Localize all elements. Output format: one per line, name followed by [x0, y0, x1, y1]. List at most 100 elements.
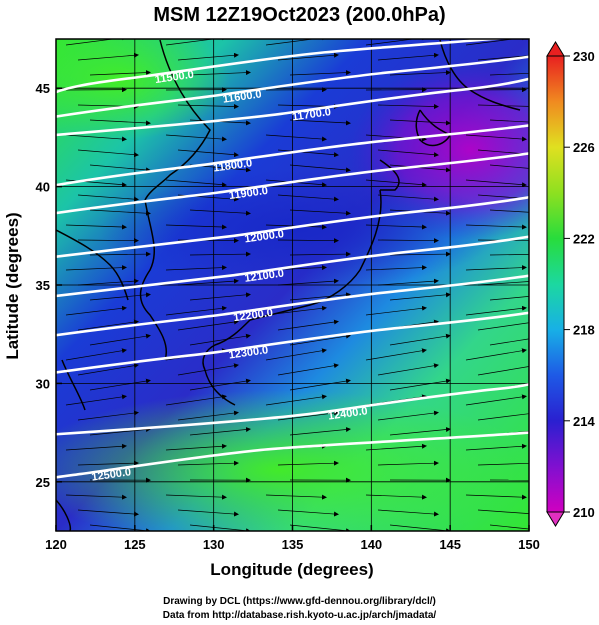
- wind-streamline: [177, 52, 239, 61]
- wind-streamline: [289, 333, 351, 346]
- height-contours: 11500.0 11600.0 11700.0 11800.0 11900.0 12000…: [56, 39, 529, 484]
- wind-streamline: [489, 119, 529, 123]
- x-axis-label: Longitude (degrees): [210, 560, 373, 579]
- wind-streamline: [465, 394, 527, 406]
- x-tick-label: 150: [518, 537, 540, 552]
- contour-label: 12500.0: [91, 466, 132, 483]
- wind-streamline: [177, 194, 239, 202]
- contour-label: 12400.0: [327, 405, 368, 422]
- colorbar-scale: [546, 55, 565, 513]
- wind-streamline: [289, 209, 351, 216]
- y-axis-ticks: 25 30 35 40 45: [36, 81, 62, 490]
- wind-streamline: [377, 149, 439, 158]
- wind-streamline: [177, 103, 239, 109]
- wind-streamline: [389, 427, 451, 436]
- wind-streamline: [89, 119, 151, 126]
- wind-streamline: [466, 540, 526, 548]
- x-axis-ticks: 120 125 130 135 140 145 150: [45, 525, 540, 552]
- wind-streamline: [77, 52, 139, 61]
- wind-streamline: [377, 509, 439, 517]
- wind-streamline: [277, 410, 339, 421]
- wind-streamline: [377, 52, 439, 61]
- wind-streamline: [77, 238, 139, 244]
- contour-line: [56, 382, 529, 436]
- wind-streamline: [77, 149, 139, 158]
- wind-streamline: [477, 413, 529, 421]
- wind-streamline: [465, 494, 527, 500]
- wind-streamline: [477, 194, 529, 200]
- wind-streamline: [65, 348, 127, 361]
- wind-streamline: [165, 179, 227, 188]
- colorbar-ticks: 210 214 218 222 226 230: [564, 49, 595, 520]
- wind-streamline: [77, 319, 139, 331]
- y-tick-label: 30: [36, 376, 50, 391]
- wind-streamline: [177, 238, 239, 244]
- wind-streamline: [189, 251, 251, 257]
- wind-streamline: [465, 39, 527, 46]
- wind-streamline: [189, 292, 251, 301]
- x-tick-label: 125: [124, 537, 146, 552]
- wind-streamline: [477, 366, 529, 376]
- x-tick-label: 145: [439, 537, 461, 552]
- chart-title: MSM 12Z19Oct2023 (200.0hPa): [153, 4, 446, 26]
- wind-streamline: [177, 149, 239, 158]
- wind-streamline: [465, 134, 527, 142]
- wind-streamline: [389, 164, 451, 173]
- contour-label: 12000.0: [244, 228, 285, 245]
- wind-streamline: [177, 363, 239, 376]
- wind-streamline: [389, 251, 451, 257]
- wind-streamline: [289, 378, 351, 391]
- contour-line: [56, 152, 529, 215]
- wind-streamline: [465, 305, 527, 316]
- wind-streamline: [389, 119, 451, 126]
- coastlines: [56, 39, 521, 531]
- wind-streamline: [65, 134, 127, 142]
- wind-streamline: [189, 209, 251, 216]
- contour-line: [56, 311, 529, 374]
- wind-streamline: [77, 410, 139, 421]
- wind-streamline: [489, 254, 529, 256]
- contour-label: 11500.0: [154, 69, 194, 86]
- colorbar-min-arrow: [546, 511, 565, 527]
- wind-streamline: [489, 72, 529, 76]
- wind-streamline: [189, 70, 251, 76]
- x-tick-label: 120: [45, 537, 67, 552]
- wind-streamline: [289, 119, 351, 126]
- wind-streamline: [265, 134, 327, 142]
- wind-streamline: [89, 209, 151, 216]
- wind-streamline: [277, 238, 339, 244]
- colorbar-tick-label: 222: [573, 231, 595, 246]
- wind-streamline: [477, 55, 529, 61]
- wind-streamline: [489, 524, 529, 530]
- wind-streamline: [465, 348, 527, 361]
- plot-area: 11500.0 11600.0 11700.0 11800.0 11900.0 12000…: [56, 39, 529, 548]
- wind-streamline: [177, 410, 239, 421]
- contour-line: [56, 235, 529, 298]
- x-tick-label: 130: [203, 537, 225, 552]
- wind-streamline: [89, 164, 151, 173]
- wind-streamline: [65, 394, 127, 406]
- wind-streamline: [89, 333, 151, 346]
- wind-streamline: [265, 394, 327, 406]
- x-tick-label: 135: [282, 537, 304, 552]
- contour-line: [56, 77, 529, 137]
- wind-streamline: [465, 265, 527, 271]
- wind-streamline: [465, 443, 527, 451]
- wind-streamline: [277, 319, 339, 331]
- wind-streamline: [289, 292, 351, 301]
- wind-streamline: [177, 460, 239, 466]
- wind-streamline: [165, 305, 227, 316]
- y-tick-label: 25: [36, 475, 50, 490]
- wind-streamline: [77, 194, 139, 202]
- wind-streamline: [489, 164, 529, 169]
- wind-streamline: [89, 427, 151, 436]
- contour-label: 11900.0: [228, 185, 268, 202]
- wind-streamline: [289, 164, 351, 173]
- wind-streamline: [289, 70, 351, 76]
- wind-streamline: [277, 52, 339, 61]
- wind-streamline: [477, 462, 529, 466]
- wind-streamline: [189, 427, 251, 436]
- wind-streamline: [165, 134, 227, 142]
- colorbar: 210 214 218 222 226 230: [546, 41, 595, 527]
- y-tick-label: 45: [36, 81, 50, 96]
